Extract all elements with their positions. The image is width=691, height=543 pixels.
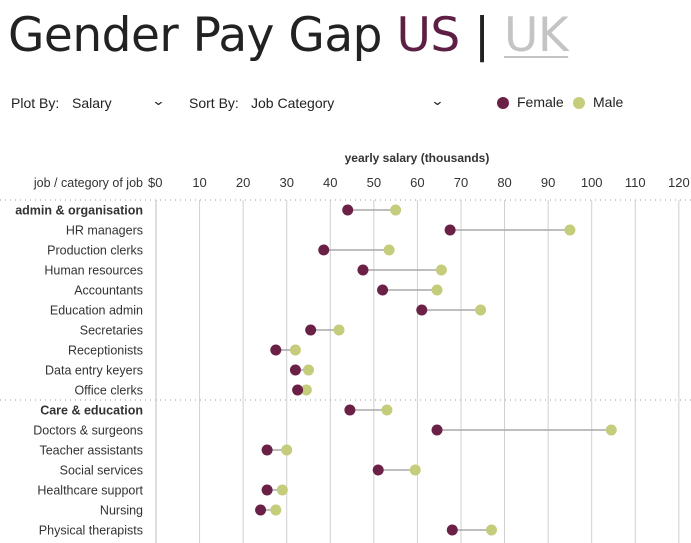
female-point — [318, 245, 329, 256]
female-point — [270, 345, 281, 356]
x-tick-label: 40 — [323, 175, 337, 190]
female-point — [432, 425, 443, 436]
male-point — [606, 425, 617, 436]
male-point — [303, 365, 314, 376]
female-point — [255, 505, 266, 516]
x-tick-label: 70 — [454, 175, 468, 190]
male-point — [486, 525, 497, 536]
category-label: Care & education — [40, 404, 143, 418]
x-tick-label: 110 — [625, 175, 646, 190]
x-tick-label: 90 — [541, 175, 555, 190]
female-point — [373, 465, 384, 476]
female-point — [292, 385, 303, 396]
x-tick-label: 50 — [367, 175, 381, 190]
male-point — [564, 225, 575, 236]
job-label: Doctors & surgeons — [33, 424, 143, 438]
x-tick-label: 30 — [279, 175, 293, 190]
male-point — [475, 305, 486, 316]
male-point — [436, 265, 447, 276]
male-point — [277, 485, 288, 496]
female-point — [357, 265, 368, 276]
job-label: Social services — [60, 464, 143, 478]
male-point — [390, 205, 401, 216]
category-label: admin & organisation — [15, 204, 143, 218]
x-tick-label: $0 — [148, 175, 162, 190]
x-tick-label: 20 — [236, 175, 250, 190]
x-tick-label: 120 — [668, 175, 690, 190]
job-label: HR managers — [66, 224, 143, 238]
x-tick-label: 100 — [581, 175, 603, 190]
male-point — [410, 465, 421, 476]
male-point — [384, 245, 395, 256]
male-point — [270, 505, 281, 516]
x-tick-label: 80 — [497, 175, 511, 190]
job-label: Secretaries — [80, 324, 143, 338]
job-label: Nursing — [100, 504, 143, 518]
job-label: Education admin — [50, 304, 143, 318]
male-point — [281, 445, 292, 456]
job-label: Production clerks — [47, 244, 143, 258]
female-point — [305, 325, 316, 336]
female-point — [416, 305, 427, 316]
female-point — [342, 205, 353, 216]
job-label: Receptionists — [68, 344, 143, 358]
y-axis-title: job / category of job — [33, 176, 143, 190]
female-point — [377, 285, 388, 296]
male-point — [381, 405, 392, 416]
job-label: Physical therapists — [39, 524, 143, 538]
male-point — [432, 285, 443, 296]
x-axis-title: yearly salary (thousands) — [345, 151, 490, 165]
job-label: Office clerks — [74, 384, 143, 398]
job-label: Human resources — [44, 264, 143, 278]
x-tick-label: 60 — [410, 175, 424, 190]
job-label: Healthcare support — [37, 484, 143, 498]
job-label: Data entry keyers — [45, 364, 143, 378]
male-point — [290, 345, 301, 356]
job-label: Teacher assistants — [39, 444, 143, 458]
female-point — [447, 525, 458, 536]
female-point — [262, 485, 273, 496]
job-label: Accountants — [74, 284, 143, 298]
female-point — [445, 225, 456, 236]
male-point — [333, 325, 344, 336]
female-point — [290, 365, 301, 376]
female-point — [262, 445, 273, 456]
x-tick-label: 10 — [192, 175, 206, 190]
female-point — [344, 405, 355, 416]
